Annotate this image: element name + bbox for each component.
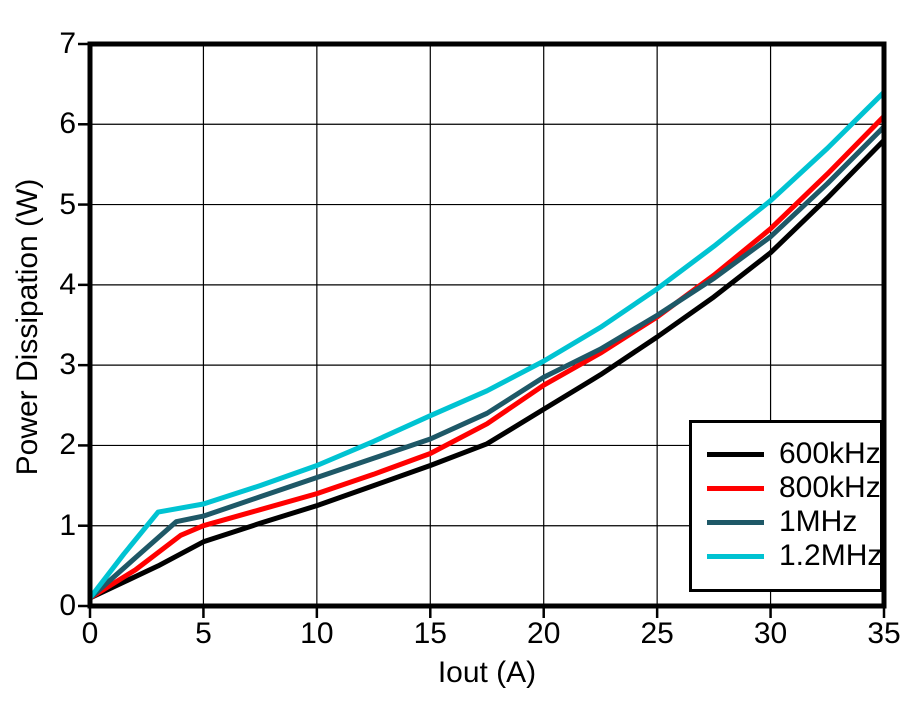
series-line-1MHz bbox=[87, 124, 887, 601]
x-tick-label: 0 bbox=[81, 617, 99, 650]
legend-label: 600kHz bbox=[779, 437, 881, 470]
x-tick-label: 25 bbox=[640, 617, 674, 650]
y-tick-label: 4 bbox=[59, 267, 76, 301]
y-tick-label: 2 bbox=[59, 428, 76, 462]
legend-item: 800kHz bbox=[692, 471, 881, 505]
x-tick-label: 35 bbox=[867, 617, 901, 650]
plot-frame bbox=[87, 41, 887, 609]
x-tick-label: 5 bbox=[195, 617, 212, 650]
legend: 600kHz 800kHz 1MHz 1.2MHz bbox=[689, 420, 883, 592]
y-tick-label: 6 bbox=[59, 107, 76, 141]
legend-item: 600kHz bbox=[692, 437, 881, 471]
legend-swatch-1.2MHz bbox=[707, 553, 764, 559]
x-tick-label: 15 bbox=[413, 617, 447, 650]
legend-swatch-600kHz bbox=[707, 451, 764, 457]
legend-swatch-1MHz bbox=[707, 519, 764, 525]
legend-label: 1MHz bbox=[779, 505, 858, 538]
y-tick-label: 1 bbox=[59, 508, 76, 542]
legend-label: 800kHz bbox=[779, 471, 881, 504]
series-line-1.2MHz bbox=[87, 89, 887, 601]
x-tick-label: 30 bbox=[753, 617, 788, 650]
y-tick-label: 5 bbox=[59, 187, 76, 221]
y-tick-label: 7 bbox=[59, 27, 76, 60]
series-line-600kHz bbox=[87, 137, 887, 601]
y-tick-label: 0 bbox=[59, 589, 76, 622]
x-tick-label: 10 bbox=[300, 617, 334, 650]
x-axis-title: Iout (A) bbox=[437, 656, 537, 689]
series-line-800kHz bbox=[87, 113, 887, 601]
legend-swatch-800kHz bbox=[707, 485, 764, 491]
legend-item: 1MHz bbox=[692, 505, 880, 539]
x-tick-label: 20 bbox=[527, 617, 561, 650]
legend-label: 1.2MHz bbox=[779, 539, 883, 572]
legend-item: 1.2MHz bbox=[692, 539, 883, 573]
y-tick-label: 3 bbox=[59, 348, 76, 382]
